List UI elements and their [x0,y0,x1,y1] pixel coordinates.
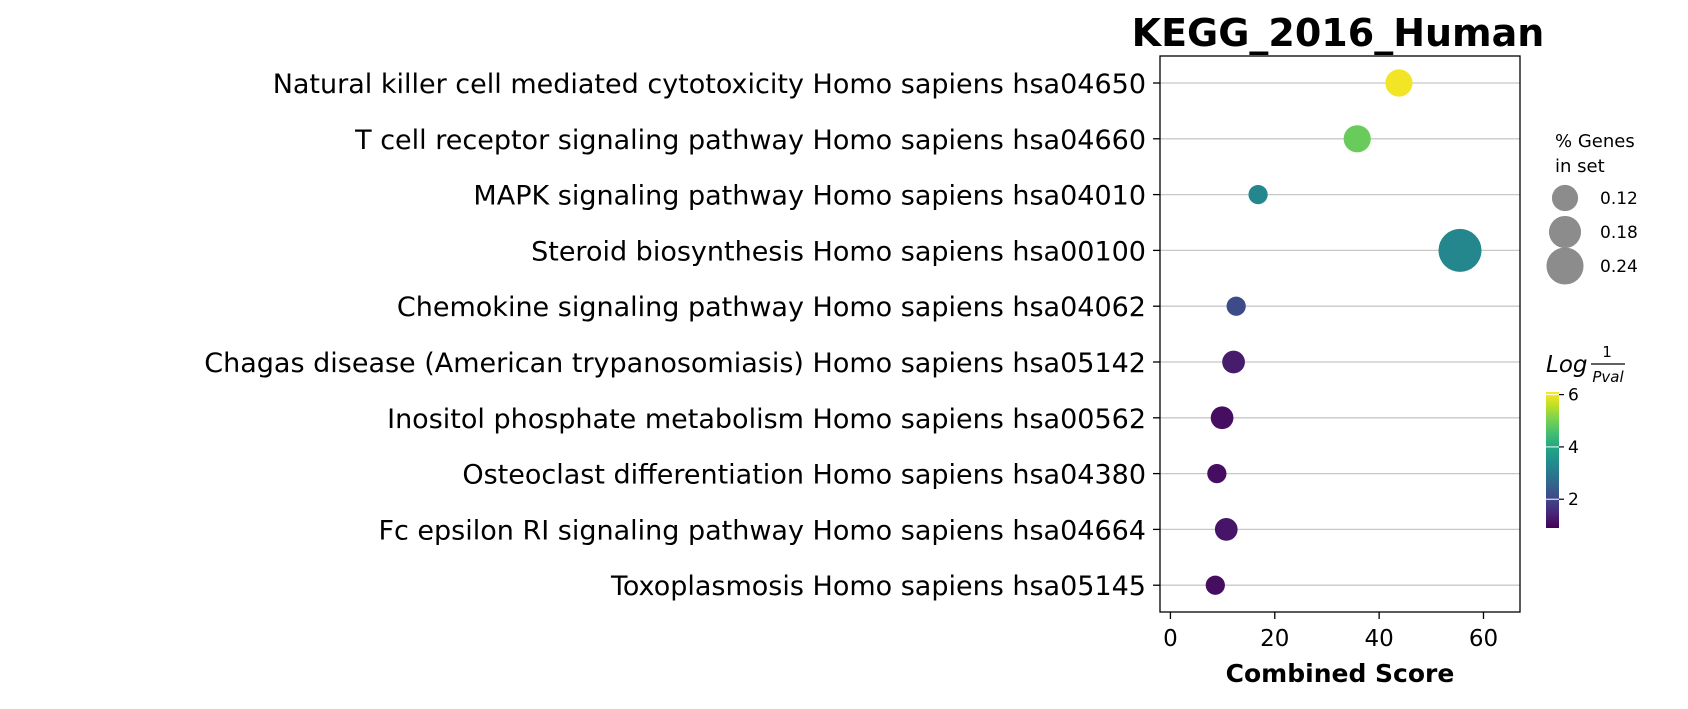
plot-frame [1159,55,1521,613]
colorbar: Log 1 Pval 2 4 6 [1546,343,1625,528]
size-legend-items: 0.12 0.18 0.24 [1546,184,1638,285]
colorbar-title-log: Log [1546,352,1588,378]
colorbar-gradient-bar [1546,392,1559,528]
y-tick-labels: Natural killer cell mediated cytotoxicit… [204,69,1160,602]
colorbar-tick-label: 6 [1568,386,1579,406]
colorbar-title-denominator: Pval [1592,368,1624,386]
data-point [1207,463,1227,484]
size-legend-label: 0.18 [1600,223,1638,243]
data-point [1222,350,1245,374]
y-tick-label: Chagas disease (American trypanosomiasis… [204,348,1146,379]
colorbar-tick-label: 2 [1568,490,1579,510]
data-point [1438,228,1482,272]
size-legend-label: 0.12 [1600,189,1638,209]
y-tick-label: Fc epsilon RI signaling pathway Homo sap… [378,515,1146,546]
y-tick-label: MAPK signaling pathway Homo sapiens hsa0… [473,181,1146,212]
data-point [1205,575,1225,595]
colorbar-title-numerator: 1 [1602,343,1612,361]
y-tick-label: Toxoplasmosis Homo sapiens hsa05145 [610,571,1146,602]
y-tick-label: T cell receptor signaling pathway Homo s… [354,125,1146,156]
y-tick-label: Inositol phosphate metabolism Homo sapie… [387,404,1146,435]
data-point [1343,125,1371,153]
data-point [1248,184,1268,205]
data-point [1226,296,1246,316]
x-tick-label: 60 [1469,626,1498,652]
y-tick-label: Chemokine signaling pathway Homo sapiens… [397,292,1146,323]
gridlines [1160,82,1520,586]
size-legend-marker [1551,184,1579,212]
size-legend-marker [1546,247,1584,285]
y-tick-label: Natural killer cell mediated cytotoxicit… [273,69,1146,100]
size-legend-title-line2: in set [1555,156,1605,177]
data-point [1214,518,1238,541]
size-legend-title-line1: % Genes [1555,131,1635,152]
y-tick-label: Osteoclast differentiation Homo sapiens … [462,460,1146,491]
colorbar-ticks: 2 4 6 [1546,386,1579,510]
x-axis-label: Combined Score [1226,659,1455,688]
size-legend-label: 0.24 [1600,257,1638,277]
x-tick-label: 20 [1260,626,1289,652]
chart-title: KEGG_2016_Human [1132,11,1545,55]
x-tick-label: 40 [1364,626,1393,652]
x-tick-label: 0 [1163,626,1178,652]
data-point [1210,406,1234,430]
size-legend-marker [1548,215,1582,249]
data-points [1205,69,1482,595]
colorbar-tick-label: 4 [1568,438,1579,458]
size-legend: % Genes in set 0.12 0.18 0.24 [1546,131,1638,285]
x-axis-ticks: 0 20 40 60 [1163,612,1498,652]
data-point [1385,69,1413,97]
y-tick-label: Steroid biosynthesis Homo sapiens hsa001… [531,236,1146,267]
